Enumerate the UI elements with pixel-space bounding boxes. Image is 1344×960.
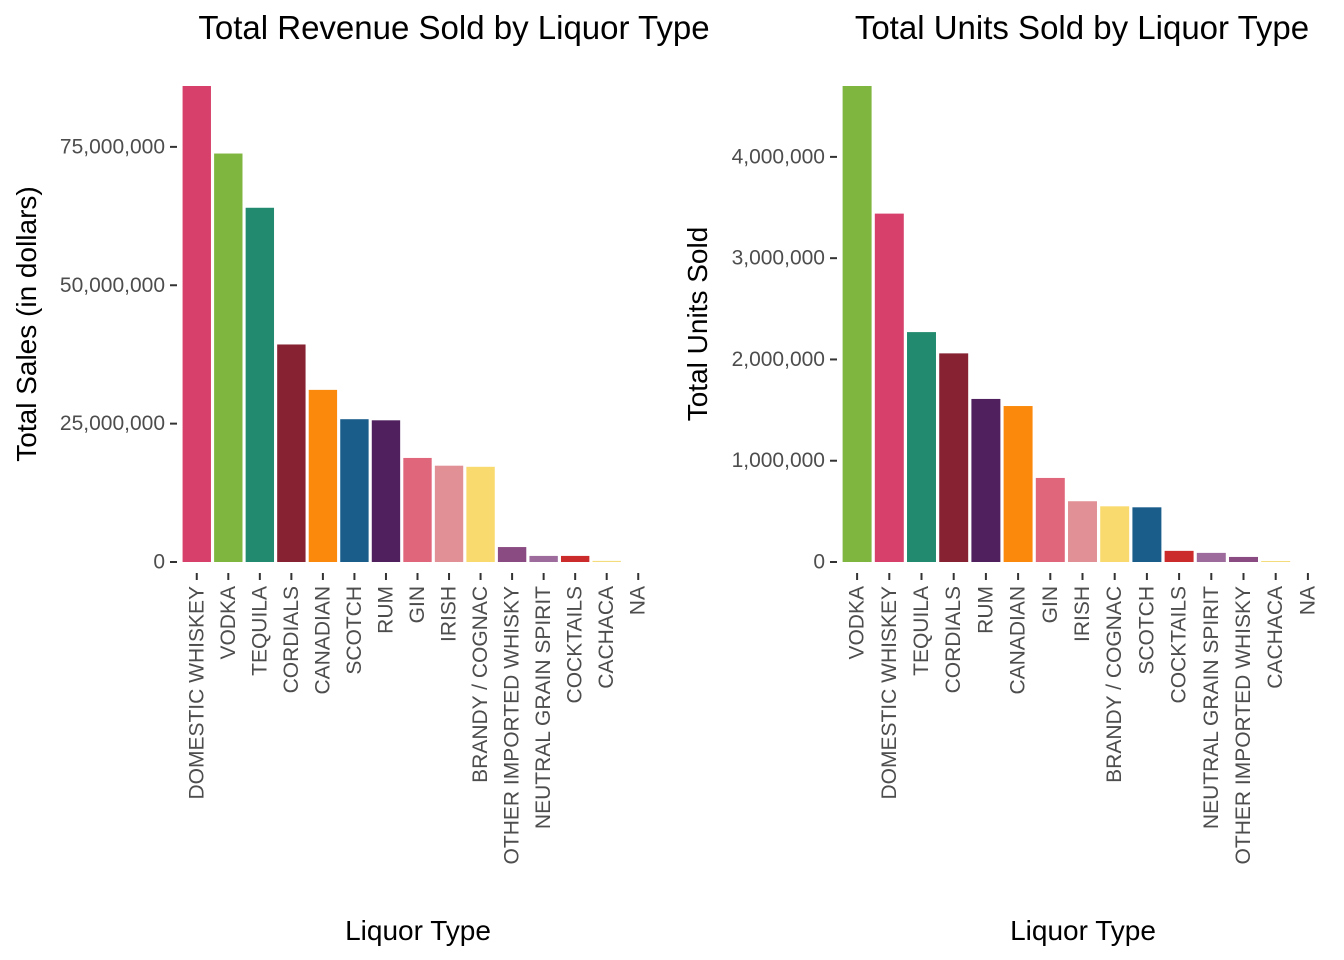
revenue-bar-9: [466, 466, 495, 562]
units-x-tick-label-2: TEQUILA: [910, 586, 933, 676]
revenue-y-tick-label-1: 25,000,000: [60, 412, 165, 435]
revenue-bar-10: [497, 547, 527, 562]
units-x-tick-label-3: CORDIALS: [942, 586, 965, 693]
revenue-x-tick-label-9: BRANDY / COGNAC: [469, 586, 492, 783]
revenue-x-tick-label-2: TEQUILA: [248, 586, 271, 676]
revenue-bar-12: [560, 555, 590, 562]
revenue-chart-bars: [182, 86, 621, 562]
revenue-x-tick-label-5: SCOTCH: [343, 586, 366, 675]
revenue-bar-8: [434, 465, 464, 562]
units-bar-11: [1196, 552, 1226, 562]
units-chart-bars: [842, 86, 1291, 563]
revenue-x-tick-label-1: VODKA: [217, 586, 240, 660]
units-x-tick-label-5: CANADIAN: [1007, 586, 1030, 695]
units-x-tick-label-13: CACHACA: [1264, 586, 1287, 689]
units-x-tick-label-10: COCKTAILS: [1168, 586, 1191, 703]
revenue-bar-11: [529, 555, 558, 562]
units-bar-13: [1261, 560, 1291, 562]
units-bar-7: [1068, 501, 1097, 562]
units-x-tick-label-9: SCOTCH: [1135, 586, 1158, 675]
revenue-x-tick-label-8: IRISH: [438, 586, 461, 642]
revenue-chart-y-ticks: 0 25,000,000 50,000,000 75,000,000: [60, 135, 177, 574]
revenue-x-tick-label-10: OTHER IMPORTED WHISKY: [501, 586, 524, 864]
units-x-tick-label-0: VODKA: [846, 586, 869, 660]
revenue-chart-x-axis-title: Liquor Type: [345, 915, 491, 946]
revenue-bar-3: [277, 344, 306, 562]
revenue-chart-title: Total Revenue Sold by Liquor Type: [198, 9, 709, 46]
revenue-x-tick-label-4: CANADIAN: [311, 586, 334, 695]
units-x-tick-label-7: IRISH: [1071, 586, 1094, 642]
units-bar-6: [1035, 477, 1065, 562]
revenue-x-tick-label-7: GIN: [406, 586, 429, 623]
revenue-chart-y-axis-title: Total Sales (in dollars): [11, 186, 42, 461]
revenue-chart-x-ticks: DOMESTIC WHISKEY VODKA TEQUILA CORDIALS CANA…: [185, 573, 650, 864]
revenue-bar-2: [245, 207, 275, 562]
units-x-tick-label-4: RUM: [974, 586, 997, 634]
revenue-x-tick-label-12: COCKTAILS: [564, 586, 587, 703]
revenue-y-tick-label-0: 0: [153, 551, 165, 574]
revenue-y-tick-label-3: 75,000,000: [60, 135, 165, 158]
revenue-bar-1: [214, 153, 243, 562]
revenue-x-tick-label-14: NA: [627, 586, 650, 615]
units-y-tick-label-0: 0: [813, 551, 825, 574]
revenue-chart: Total Revenue Sold by Liquor Type Total …: [11, 9, 710, 946]
units-x-tick-label-14: NA: [1296, 586, 1319, 615]
revenue-bar-5: [340, 419, 369, 562]
units-bar-9: [1132, 507, 1162, 562]
units-x-tick-label-8: BRANDY / COGNAC: [1103, 586, 1126, 783]
revenue-bar-4: [308, 389, 338, 562]
units-bar-10: [1164, 550, 1194, 562]
units-bar-0: [842, 86, 872, 562]
units-bar-8: [1100, 506, 1130, 562]
revenue-x-tick-label-0: DOMESTIC WHISKEY: [185, 586, 208, 800]
revenue-y-tick-label-2: 50,000,000: [60, 274, 165, 297]
units-chart-x-axis-title: Liquor Type: [1010, 915, 1156, 946]
revenue-x-tick-label-11: NEUTRAL GRAIN SPIRIT: [532, 586, 555, 829]
units-chart: Total Units Sold by Liquor Type Total Un…: [682, 9, 1319, 946]
units-bar-5: [1003, 406, 1033, 562]
units-x-tick-label-6: GIN: [1039, 586, 1062, 623]
units-bar-2: [907, 332, 936, 562]
units-bar-3: [939, 353, 969, 562]
units-x-tick-label-11: NEUTRAL GRAIN SPIRIT: [1200, 586, 1223, 829]
units-chart-title: Total Units Sold by Liquor Type: [855, 9, 1309, 46]
units-x-tick-label-1: DOMESTIC WHISKEY: [878, 586, 901, 800]
units-chart-y-ticks: 0 1,000,000 2,000,000 3,000,000 4,000,000: [732, 145, 837, 574]
units-chart-x-ticks: VODKA DOMESTIC WHISKEY TEQUILA CORDIALS RUM C…: [846, 573, 1319, 864]
revenue-bar-7: [403, 457, 432, 562]
revenue-x-tick-label-6: RUM: [374, 586, 397, 634]
revenue-bar-13: [592, 560, 621, 562]
revenue-bar-6: [371, 420, 401, 562]
units-chart-y-axis-title: Total Units Sold: [682, 227, 713, 422]
units-x-tick-label-12: OTHER IMPORTED WHISKY: [1232, 586, 1255, 864]
units-bar-1: [874, 213, 904, 563]
units-y-tick-label-2: 2,000,000: [732, 348, 825, 371]
units-bar-12: [1229, 556, 1258, 562]
revenue-x-tick-label-3: CORDIALS: [280, 586, 303, 693]
units-y-tick-label-1: 1,000,000: [732, 449, 825, 472]
revenue-bar-0: [182, 86, 211, 562]
units-y-tick-label-3: 3,000,000: [732, 247, 825, 270]
revenue-x-tick-label-13: CACHACA: [595, 586, 618, 689]
units-bar-4: [971, 398, 1001, 562]
units-y-tick-label-4: 4,000,000: [732, 145, 825, 168]
